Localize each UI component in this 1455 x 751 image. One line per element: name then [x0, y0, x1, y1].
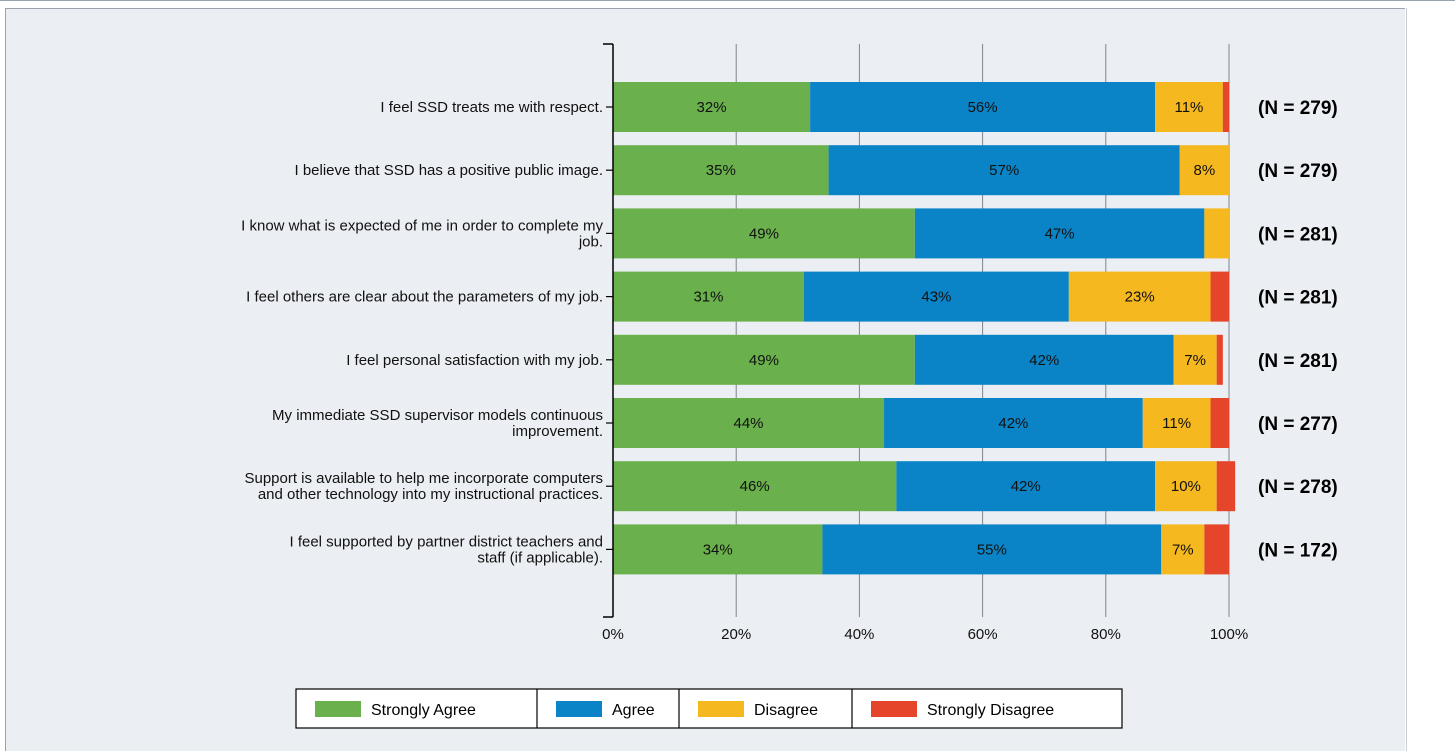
bar-segment [1179, 145, 1229, 196]
category-label: I know what is expected of me in order t… [241, 217, 603, 234]
data-label: 49% [749, 225, 779, 242]
category-label: Support is available to help me incorpor… [244, 470, 603, 487]
data-label: 47% [1045, 225, 1075, 242]
bar-segment [613, 334, 915, 385]
legend-swatch [698, 701, 744, 717]
bar-segment [613, 82, 811, 132]
bar-segment [822, 524, 1162, 575]
legend-label: Agree [612, 702, 655, 719]
data-label: 42% [1011, 478, 1041, 495]
bar-segment [914, 208, 1205, 259]
bar-segment [1155, 461, 1217, 512]
category-label: staff (if applicable). [477, 549, 603, 566]
bar-segment [1204, 208, 1229, 259]
bar-segment [613, 145, 829, 196]
data-label: 55% [977, 541, 1007, 558]
bar-segment [828, 145, 1180, 196]
bar-segment [613, 524, 823, 575]
bar-segment [1068, 271, 1211, 322]
gridlines [735, 44, 1230, 617]
bar-segment [613, 271, 804, 322]
n-label: (N = 278) [1258, 477, 1338, 498]
data-label: 56% [968, 99, 998, 116]
data-label: 42% [998, 415, 1028, 432]
data-label: 10% [1171, 478, 1201, 495]
x-axis: 0% 20% 40% 60% 80% 100% [602, 43, 1248, 643]
x-tick-label: 60% [968, 626, 998, 643]
data-label: 31% [693, 289, 723, 306]
legend-swatch [871, 701, 917, 717]
x-tick-label: 80% [1091, 626, 1121, 643]
bar-segment [1173, 334, 1217, 385]
x-tick-label: 100% [1210, 626, 1248, 643]
n-label: (N = 172) [1258, 540, 1338, 561]
n-label: (N = 277) [1258, 414, 1338, 435]
n-labels: (N = 279) (N = 279) (N = 281) (N = 281) (N =… [1258, 98, 1338, 561]
data-label: 35% [706, 162, 736, 179]
data-label: 23% [1125, 289, 1155, 306]
n-label: (N = 279) [1258, 161, 1338, 182]
category-label: and other technology into my instruction… [258, 486, 603, 503]
legend-swatch [315, 701, 361, 717]
bar-segment [884, 398, 1143, 448]
data-label: 57% [989, 162, 1019, 179]
category-label: I feel personal satisfaction with my job… [346, 352, 603, 369]
bar-segment [1216, 461, 1236, 512]
bars: 32% 56% 11% 35% 57% 8% 49% 47% 31% 43% 23% 49% 42% 7%… [613, 82, 1236, 575]
panel-divider [1406, 8, 1407, 751]
x-tick-label: 0% [602, 626, 624, 643]
data-label: 43% [921, 289, 951, 306]
data-label: 44% [734, 415, 764, 432]
x-tick-label: 40% [844, 626, 874, 643]
bar-segment [1204, 524, 1229, 575]
bar-segment [1210, 271, 1229, 322]
data-label: 49% [749, 352, 779, 369]
legend-label: Disagree [754, 702, 818, 719]
category-labels: I feel SSD treats me with respect. I beli… [241, 99, 603, 566]
bar-segment [803, 271, 1069, 322]
data-label: 46% [740, 478, 770, 495]
bar-segment [896, 461, 1156, 512]
category-label: job. [578, 233, 603, 250]
n-label: (N = 281) [1258, 224, 1338, 245]
bar-segment [1222, 82, 1229, 132]
bar-segment [613, 398, 885, 448]
data-label: 34% [703, 541, 733, 558]
n-label: (N = 281) [1258, 351, 1338, 372]
category-label: I feel others are clear about the parame… [246, 289, 603, 306]
category-label: My immediate SSD supervisor models conti… [272, 407, 603, 424]
data-label: 42% [1029, 352, 1059, 369]
bar-segment [1210, 398, 1229, 448]
data-label: 11% [1174, 99, 1203, 116]
category-label: I feel SSD treats me with respect. [380, 99, 603, 116]
n-label: (N = 281) [1258, 288, 1338, 309]
data-label: 11% [1162, 415, 1191, 432]
legend-swatch [556, 701, 602, 717]
n-label: (N = 279) [1258, 98, 1338, 119]
legend: Strongly Agree Agree Disagree Strongly Disa… [295, 688, 1123, 729]
category-label: I believe that SSD has a positive public… [294, 162, 603, 179]
bar-segment [914, 334, 1174, 385]
legend-label: Strongly Agree [371, 702, 476, 719]
bar-segment [810, 82, 1156, 132]
bar-segment [1155, 82, 1223, 132]
bar-segment [1216, 334, 1223, 385]
x-tick-label: 20% [721, 626, 751, 643]
bar-segment [1161, 524, 1205, 575]
data-label: 7% [1184, 352, 1206, 369]
category-label: I feel supported by partner district tea… [289, 533, 603, 550]
data-label: 7% [1172, 541, 1194, 558]
data-label: 32% [697, 99, 727, 116]
bar-segment [613, 208, 915, 259]
category-label: improvement. [512, 423, 603, 440]
data-label: 8% [1194, 162, 1216, 179]
bar-segment [1142, 398, 1211, 448]
bar-segment [613, 461, 897, 512]
legend-label: Strongly Disagree [927, 702, 1054, 719]
